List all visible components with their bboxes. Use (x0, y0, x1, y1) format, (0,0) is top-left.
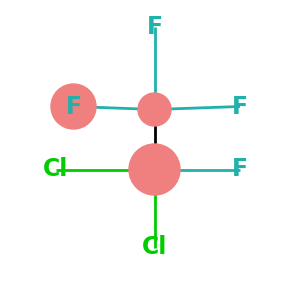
Text: F: F (232, 158, 248, 182)
Circle shape (138, 93, 171, 126)
Text: F: F (232, 94, 248, 118)
Circle shape (51, 84, 96, 129)
Circle shape (129, 144, 180, 195)
Text: Cl: Cl (142, 236, 167, 260)
Text: Cl: Cl (43, 158, 68, 182)
Text: F: F (65, 94, 82, 118)
Text: F: F (146, 15, 163, 39)
